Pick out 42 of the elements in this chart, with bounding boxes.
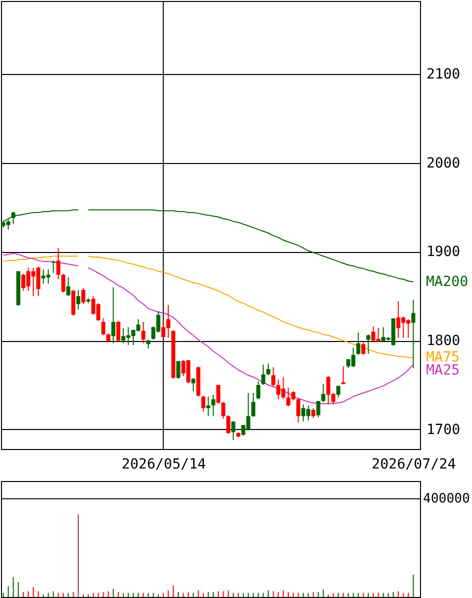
- candlestick: [191, 377, 196, 392]
- candlestick: [261, 364, 266, 386]
- candlestick: [361, 342, 366, 356]
- x-tick-label: 2026/07/24: [372, 456, 456, 472]
- y-tick-label: 1900: [426, 244, 460, 260]
- candlestick: [101, 318, 106, 336]
- candlestick: [141, 321, 146, 344]
- candlestick: [411, 299, 416, 369]
- candlestick: [226, 414, 230, 434]
- candlestick: [231, 420, 236, 441]
- series-label: MA200: [426, 274, 468, 290]
- x-tick-label: 2026/05/14: [122, 456, 206, 472]
- y-tick-label: 1800: [426, 333, 460, 350]
- candlestick: [71, 289, 76, 316]
- text: 400000: [423, 492, 470, 507]
- candlestick: [251, 392, 256, 418]
- candlestick: [366, 334, 370, 354]
- candlestick: [356, 332, 360, 356]
- y-tick-label: 2100: [426, 66, 460, 82]
- candlestick: [321, 384, 326, 402]
- candlestick: [76, 289, 80, 310]
- candlestick: [211, 394, 216, 417]
- candlestick: [66, 276, 70, 297]
- candlestick: [81, 288, 86, 305]
- candlestick: [266, 363, 270, 376]
- candlestick: [316, 400, 320, 418]
- candlestick: [311, 408, 316, 418]
- candlestick: [216, 384, 220, 404]
- candlestick: [61, 273, 66, 294]
- candlestick: [206, 396, 210, 417]
- candlestick: [51, 260, 56, 274]
- y-tick-label: 1700: [426, 422, 460, 438]
- candlestick: [296, 398, 300, 423]
- y-tick-label: 2000: [426, 155, 460, 172]
- candlestick: [176, 360, 180, 380]
- candlestick: [201, 395, 206, 412]
- candlestick: [221, 401, 226, 420]
- candlestick: [271, 366, 276, 388]
- candlestick: [111, 286, 116, 344]
- candlestick: [56, 248, 60, 280]
- candlestick: [116, 320, 120, 342]
- candlestick: [256, 380, 260, 400]
